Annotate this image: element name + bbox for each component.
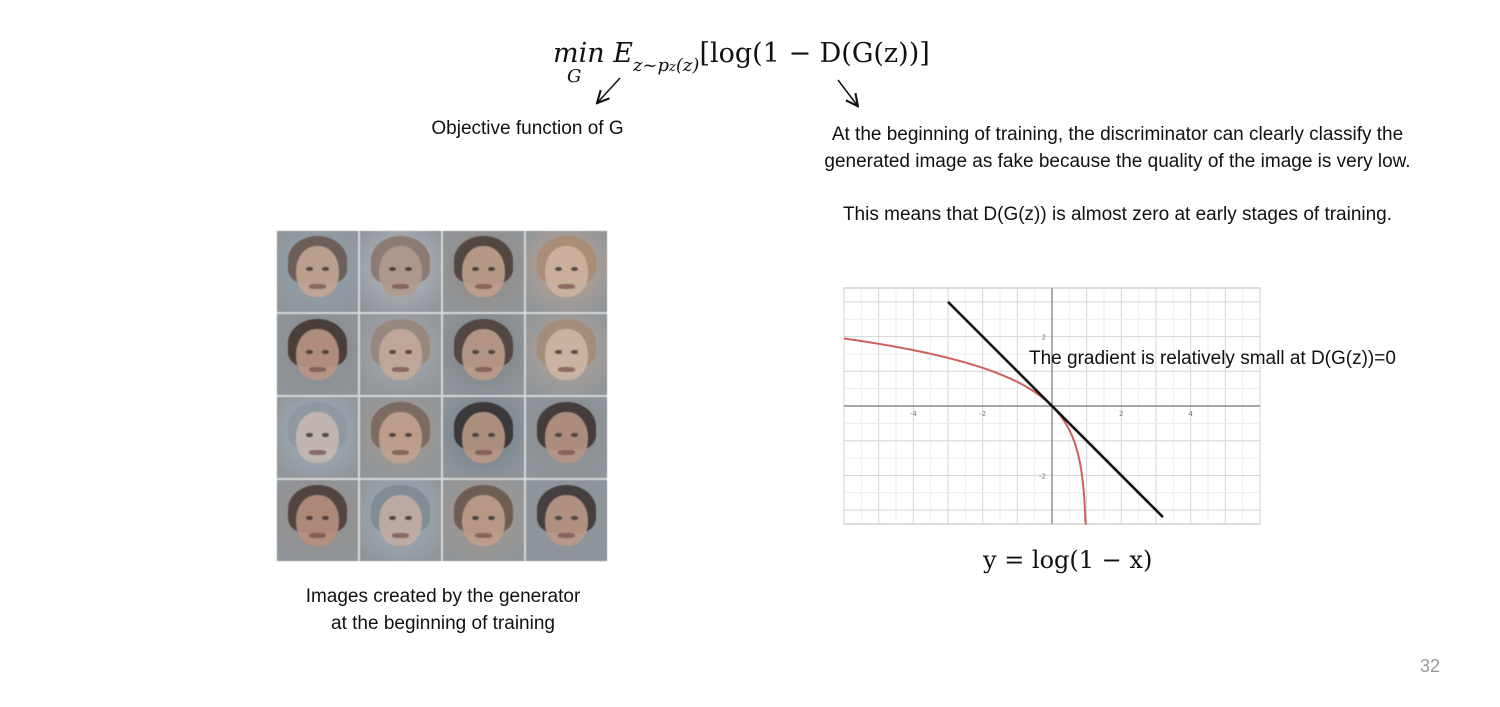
arrow-to-objective xyxy=(598,77,621,102)
generated-faces-grid xyxy=(277,231,607,561)
plot-ticks: -4 -2 2 4 2 -2 xyxy=(910,334,1194,481)
generated-face-2 xyxy=(360,231,441,312)
generated-face-9 xyxy=(277,397,358,478)
generated-face-10 xyxy=(360,397,441,478)
formula-min: min xyxy=(553,38,605,69)
x-tick-label: -4 xyxy=(910,410,918,418)
images-caption: Images created by the generator at the b… xyxy=(268,583,618,637)
formula-body: [log(1 − D(G(z))] xyxy=(699,38,930,69)
objective-label: Objective function of G xyxy=(431,118,624,139)
training-beginning-line-2: generated image as fake because the qual… xyxy=(824,151,1411,172)
formula-expectation: E xyxy=(613,38,633,69)
page-number: 32 xyxy=(1420,656,1441,676)
early-stage-text: This means that D(G(z)) is almost zero a… xyxy=(842,204,1393,225)
generated-face-5 xyxy=(277,314,358,395)
images-caption-line-2: at the beginning of training xyxy=(331,613,555,634)
objective-formula: min Ez~pz(z)[log(1 − D(G(z))] xyxy=(553,38,930,76)
generated-face-11 xyxy=(443,397,524,478)
images-caption-line-1: Images created by the generator xyxy=(305,586,581,607)
formula-expectation-subscript: z~pz(z) xyxy=(632,55,700,76)
generated-face-8 xyxy=(526,314,607,395)
generated-face-3 xyxy=(443,231,524,312)
generated-face-7 xyxy=(443,314,524,395)
generated-face-14 xyxy=(360,480,441,561)
formula-min-subscript: G xyxy=(567,66,582,87)
generated-face-13 xyxy=(277,480,358,561)
arrow-to-beginning-text xyxy=(837,79,857,105)
generated-face-16 xyxy=(526,480,607,561)
training-beginning-line-1: At the beginning of training, the discri… xyxy=(831,124,1404,145)
gradient-note: The gradient is relatively small at D(G(… xyxy=(1029,348,1396,369)
generated-face-6 xyxy=(360,314,441,395)
generated-face-12 xyxy=(526,397,607,478)
tangent-line xyxy=(947,300,1164,518)
y-tick-label: -2 xyxy=(1039,472,1046,480)
y-tick-label: 2 xyxy=(1042,334,1046,342)
x-tick-label: 4 xyxy=(1188,410,1193,418)
x-tick-label: 2 xyxy=(1119,410,1123,418)
curve-equation: y = log(1 − x) xyxy=(983,546,1153,574)
log-plot: -4 -2 2 4 2 -2 xyxy=(843,287,1261,525)
generated-face-15 xyxy=(443,480,524,561)
generated-face-4 xyxy=(526,231,607,312)
training-beginning-text: At the beginning of training, the discri… xyxy=(800,121,1435,175)
x-tick-label: -2 xyxy=(979,410,986,418)
generated-face-1 xyxy=(277,231,358,312)
